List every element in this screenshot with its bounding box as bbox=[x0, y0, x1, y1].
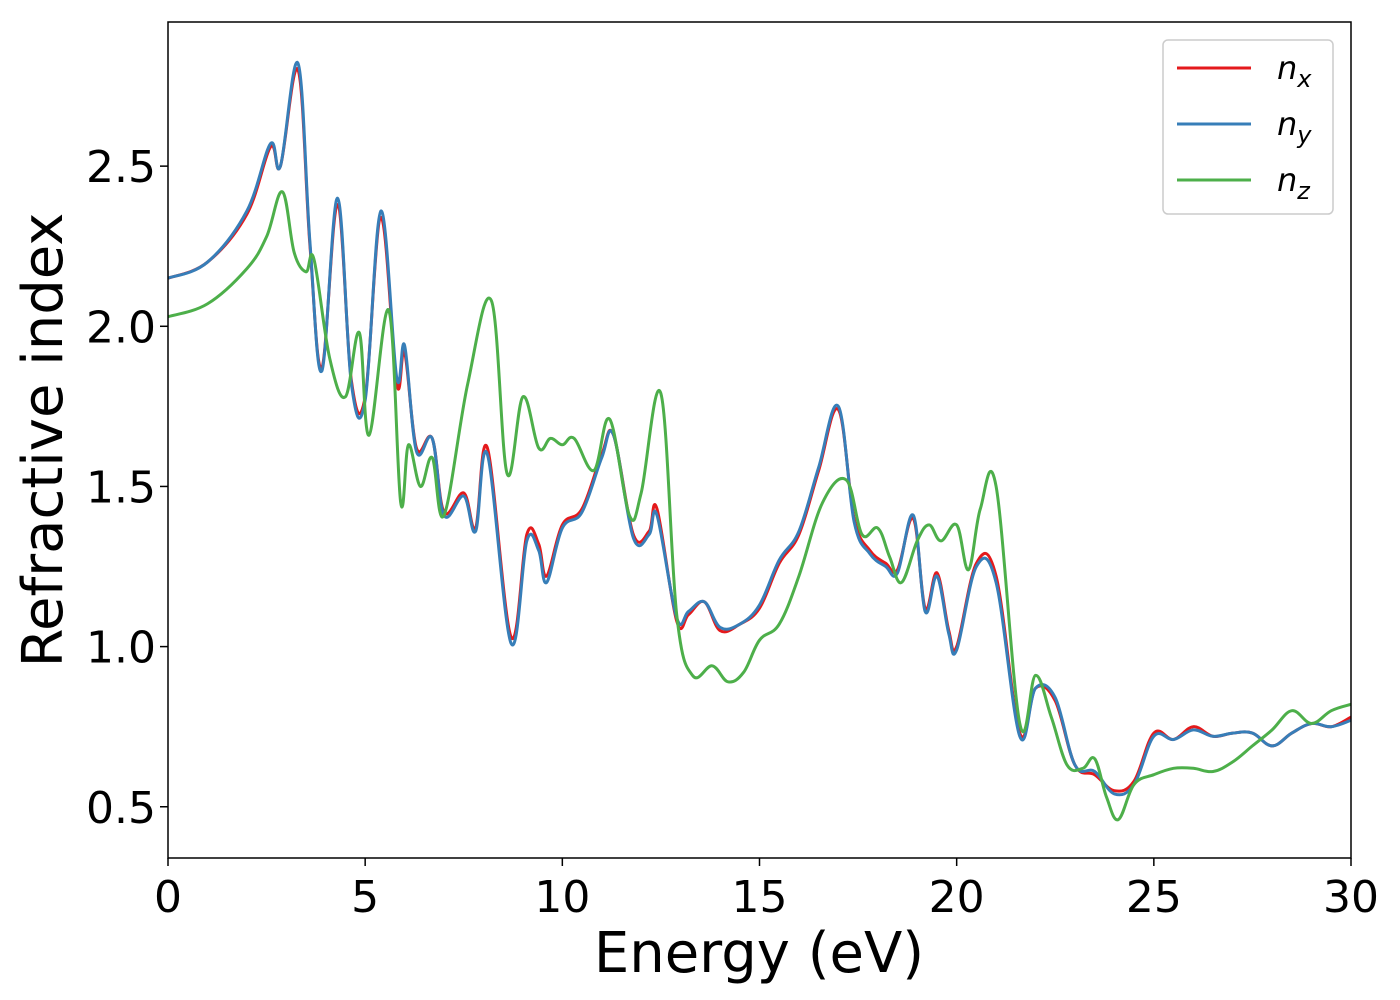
legend: nx ny nz bbox=[1162, 39, 1334, 215]
y-tick-label: 2.0 bbox=[86, 302, 156, 353]
y-tick-label: 1.5 bbox=[86, 462, 156, 513]
legend-box bbox=[1162, 39, 1334, 215]
series-line-n-z bbox=[168, 190, 1351, 822]
x-axis-ticks: 0 5 10 15 20 25 30 bbox=[154, 858, 1379, 923]
y-tick-label: 1.0 bbox=[86, 623, 156, 674]
legend-label-n-y: ny bbox=[1277, 105, 1312, 149]
x-tick-label: 0 bbox=[154, 872, 182, 923]
x-axis-title: Energy (eV) bbox=[594, 921, 924, 986]
y-axis-ticks: 0.5 1.0 1.5 2.0 2.5 bbox=[86, 142, 168, 834]
x-tick-label: 15 bbox=[732, 872, 788, 923]
y-axis-title: Refractive index bbox=[11, 213, 76, 668]
legend-label-n-z: nz bbox=[1277, 161, 1311, 205]
x-tick-label: 25 bbox=[1126, 872, 1182, 923]
y-tick-label: 2.5 bbox=[86, 142, 156, 193]
x-tick-label: 5 bbox=[351, 872, 379, 923]
y-tick-label: 0.5 bbox=[86, 783, 156, 834]
x-tick-label: 30 bbox=[1323, 872, 1379, 923]
x-tick-label: 20 bbox=[929, 872, 985, 923]
series-layer bbox=[168, 60, 1351, 822]
x-tick-label: 10 bbox=[534, 872, 590, 923]
legend-label-n-x: nx bbox=[1277, 49, 1312, 93]
